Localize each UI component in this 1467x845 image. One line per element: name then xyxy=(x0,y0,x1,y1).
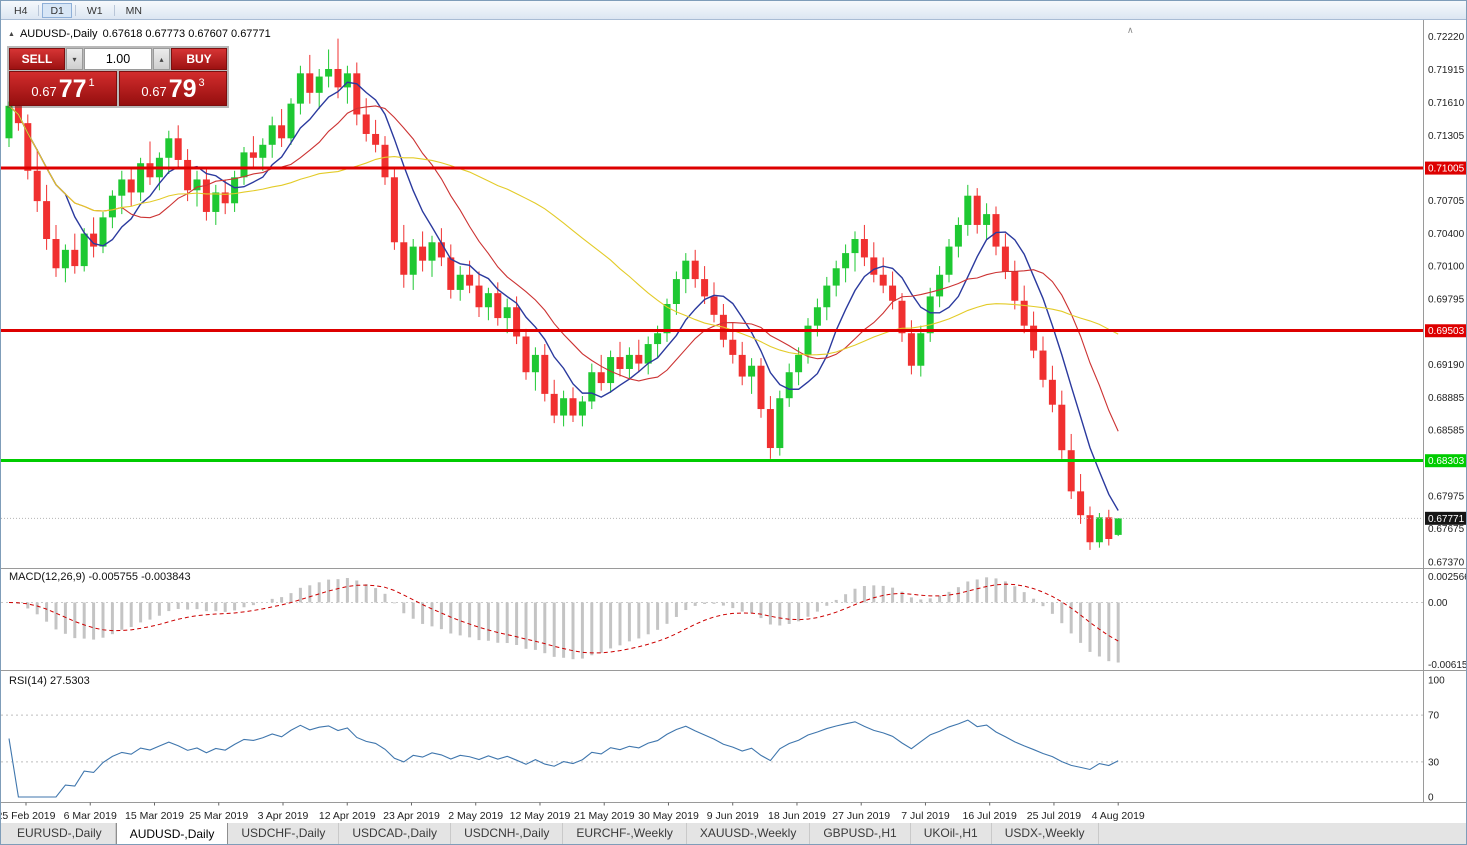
axis-label: 25 Feb 2019 xyxy=(1,810,56,822)
chart-tab-ukoil-h1[interactable]: UKOil-,H1 xyxy=(911,822,992,844)
axis-label: 0.69503 xyxy=(1428,326,1465,337)
chart-tab-usdchf-daily[interactable]: USDCHF-,Daily xyxy=(228,822,340,844)
axis-label: 9 Jun 2019 xyxy=(707,810,759,822)
ma-line-34 xyxy=(8,105,1119,356)
axis-label: 0.71305 xyxy=(1428,131,1465,142)
axis-label: 0.71005 xyxy=(1428,164,1465,175)
buy-button[interactable]: BUY xyxy=(171,48,227,70)
toolbar-divider xyxy=(74,4,76,16)
panel-separators xyxy=(1,20,1466,803)
rsi-line xyxy=(8,719,1119,798)
axis-label: 3 Apr 2019 xyxy=(258,810,309,822)
toolbar-divider xyxy=(38,4,40,16)
buy-price-display[interactable]: 0.67 79 3 xyxy=(119,71,227,106)
chart-tab-gbpusd-h1[interactable]: GBPUSD-,H1 xyxy=(810,822,911,844)
axis-label: 2 May 2019 xyxy=(448,810,503,822)
axis-label: 30 xyxy=(1428,757,1440,768)
price-level-tag xyxy=(1425,324,1466,338)
axis-label: 0.69795 xyxy=(1428,295,1465,306)
collapse-chart-icon[interactable]: ∧ xyxy=(1127,25,1134,35)
axis-label: 16 Jul 2019 xyxy=(963,810,1017,822)
axis-label: 0.70100 xyxy=(1428,262,1465,273)
axis-label: 21 May 2019 xyxy=(574,810,635,822)
axis-label: 6 Mar 2019 xyxy=(64,810,117,822)
axis-label: 27 Jun 2019 xyxy=(832,810,890,822)
axis-label: 0.69190 xyxy=(1428,360,1465,371)
axis-label: 100 xyxy=(1428,676,1445,687)
chart-tab-usdcnh-daily[interactable]: USDCNH-,Daily xyxy=(451,822,564,844)
axis-label: 12 Apr 2019 xyxy=(319,810,376,822)
chart-tab-audusd-daily[interactable]: AUDUSD-,Daily xyxy=(115,822,229,844)
timeframe-toolbar: H4 D1 W1 MN xyxy=(1,1,1466,20)
axis-label: 4 Aug 2019 xyxy=(1092,810,1145,822)
axis-label: 15 Mar 2019 xyxy=(125,810,184,822)
axis-label: 0.67675 xyxy=(1428,524,1465,535)
chart-canvas[interactable]: 0.72220 0.71915 0.71610 0.71305 0.70705 0.704… xyxy=(1,20,1467,823)
sell-price-display[interactable]: 0.67 77 1 xyxy=(9,71,117,106)
volume-decrease-icon[interactable]: ▾ xyxy=(66,48,83,70)
axis-label: 18 Jun 2019 xyxy=(768,810,826,822)
chart-window: 0.72220 0.71915 0.71610 0.71305 0.70705 0.704… xyxy=(1,20,1467,823)
axis-label: 25 Jul 2019 xyxy=(1027,810,1081,822)
sell-price-sup: 1 xyxy=(88,77,95,89)
price-level-tag xyxy=(1425,511,1466,525)
sell-price-big: 77 xyxy=(58,74,87,103)
axis-label: 7 Jul 2019 xyxy=(901,810,950,822)
one-click-trade-panel: SELL ▾ 1.00 ▴ BUY 0.67 77 1 0.67 79 3 xyxy=(7,46,229,108)
axis-label: 0.68585 xyxy=(1428,426,1465,437)
price-axis: 0.72220 0.71915 0.71610 0.71305 0.70705 0.704… xyxy=(1425,32,1466,568)
chart-tab-eurusd-daily[interactable]: EURUSD-,Daily xyxy=(4,822,116,844)
axis-label: 30 May 2019 xyxy=(638,810,699,822)
chart-tab-xauusd-weekly[interactable]: XAUUSD-,Weekly xyxy=(687,822,811,844)
price-level-tag xyxy=(1425,454,1466,468)
timeframe-button-mn[interactable]: MN xyxy=(118,3,150,18)
buy-price-sup: 3 xyxy=(198,77,205,89)
axis-label: 0.68303 xyxy=(1428,456,1465,467)
price-level-tag xyxy=(1425,161,1466,175)
toolbar-divider xyxy=(113,4,115,16)
date-axis: 25 Feb 2019 6 Mar 2019 15 Mar 2019 25 Mar 2… xyxy=(1,802,1145,822)
timeframe-button-h4[interactable]: H4 xyxy=(6,3,35,18)
axis-label: 0 xyxy=(1428,793,1434,804)
axis-label: 0.70400 xyxy=(1428,229,1465,240)
axis-label: 0.70705 xyxy=(1428,196,1465,207)
axis-label: 0.67771 xyxy=(1428,514,1465,525)
sell-price-prefix: 0.67 xyxy=(31,84,57,99)
axis-label: 0.72220 xyxy=(1428,32,1465,43)
axis-label: 70 xyxy=(1428,711,1440,722)
ma-line-13 xyxy=(8,105,1119,432)
axis-label: 25 Mar 2019 xyxy=(189,810,248,822)
axis-label: 0.00 xyxy=(1428,598,1448,609)
chart-tabbar: EURUSD-,Daily AUDUSD-,Daily USDCHF-,Daily U… xyxy=(1,821,1466,844)
timeframe-button-w1[interactable]: W1 xyxy=(79,3,111,18)
buy-price-prefix: 0.67 xyxy=(141,84,167,99)
trade-buttons-row: SELL ▾ 1.00 ▴ BUY xyxy=(9,48,227,70)
rsi-layer: 100 70 30 0 xyxy=(1,676,1445,804)
volume-increase-icon[interactable]: ▴ xyxy=(153,48,170,70)
chart-tab-usdcad-daily[interactable]: USDCAD-,Daily xyxy=(339,822,452,844)
volume-input[interactable]: 1.00 xyxy=(84,48,152,70)
macd-signal-line xyxy=(8,583,1119,654)
hline-layer xyxy=(1,166,1423,519)
axis-label: 0.68885 xyxy=(1428,393,1465,404)
sell-button[interactable]: SELL xyxy=(9,48,65,70)
axis-label: 12 May 2019 xyxy=(510,810,571,822)
chart-tab-usdx-weekly[interactable]: USDX-,Weekly xyxy=(992,822,1099,844)
chart-tab-eurchf-weekly[interactable]: EURCHF-,Weekly xyxy=(563,822,687,844)
axis-label: 0.71915 xyxy=(1428,65,1465,76)
axis-label: 23 Apr 2019 xyxy=(383,810,440,822)
axis-label: 0.71610 xyxy=(1428,98,1465,109)
axis-label: 0.67370 xyxy=(1428,557,1465,568)
buy-price-big: 79 xyxy=(168,74,197,103)
timeframe-button-d1[interactable]: D1 xyxy=(42,2,72,18)
axis-label: 0.67975 xyxy=(1428,492,1465,503)
axis-label: 0.002566 xyxy=(1428,572,1467,583)
trade-prices-row: 0.67 77 1 0.67 79 3 xyxy=(9,71,227,106)
candles-layer xyxy=(5,38,1122,550)
